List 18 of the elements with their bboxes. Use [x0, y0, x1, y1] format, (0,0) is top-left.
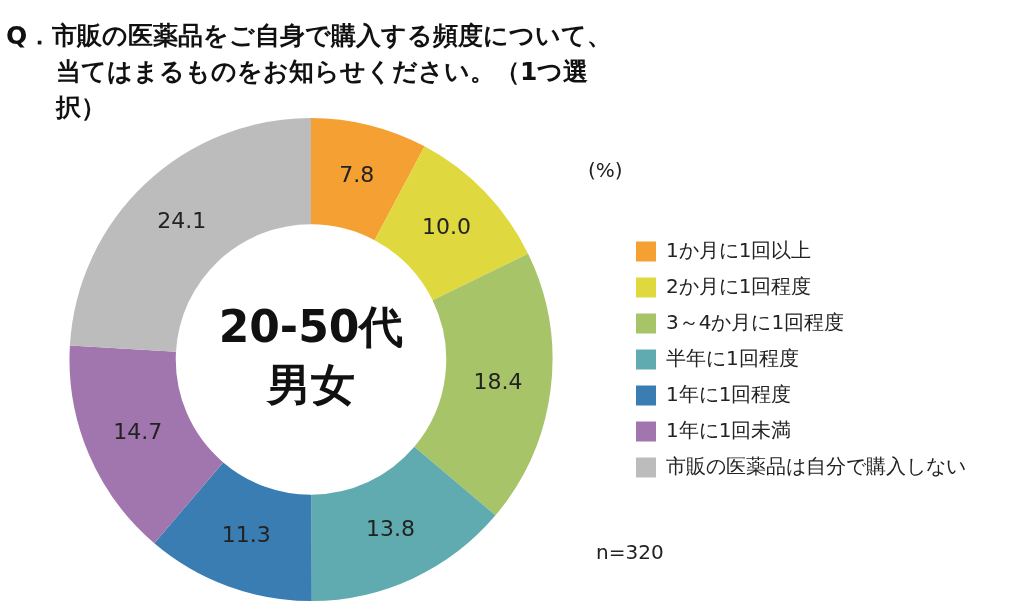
legend-label: 3～4か月に1回程度 — [666, 309, 845, 334]
legend-label: 半年に1回程度 — [666, 345, 799, 370]
legend-label: 市販の医薬品は自分で購入しない — [666, 453, 966, 478]
legend-label: 1年に1回未満 — [666, 417, 792, 442]
data-label: 10.0 — [422, 214, 472, 240]
data-label: 18.4 — [473, 368, 523, 394]
data-label: 11.3 — [221, 522, 271, 548]
data-label: 14.7 — [113, 419, 163, 445]
legend-label: 2か月に1回程度 — [666, 273, 812, 298]
legend-label: 1年に1回程度 — [666, 381, 792, 406]
chart-title: Q．市販の医薬品をご自身で購入する頻度について、当てはまるものをお知らせください。（1つ選択） — [6, 20, 614, 124]
text: 20-50代男女 — [218, 300, 404, 410]
text: n=320 — [596, 540, 664, 564]
data-label: 24.1 — [157, 208, 207, 234]
data-label: 13.8 — [366, 515, 416, 541]
data-label: 7.8 — [339, 162, 375, 188]
legend-label: 1か月に1回以上 — [666, 237, 812, 262]
text: (%) — [588, 158, 623, 182]
